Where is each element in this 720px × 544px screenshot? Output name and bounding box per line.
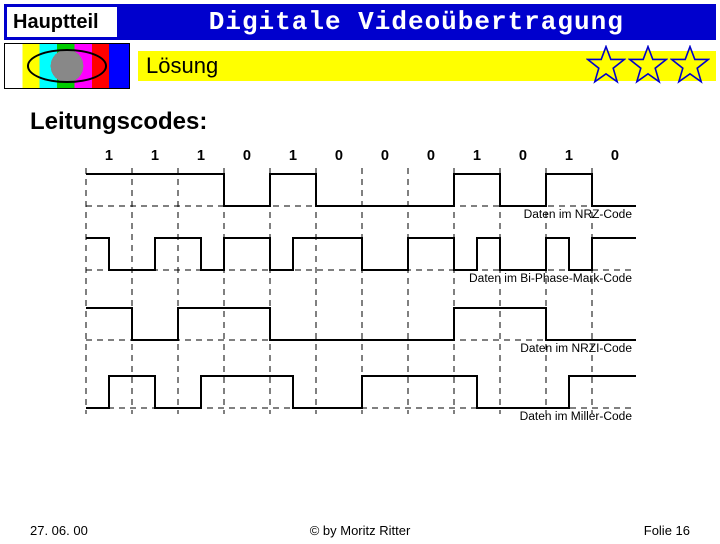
header-bar: Hauptteil Digitale Videoübertragung	[4, 4, 716, 40]
subsection-text: Lösung	[146, 53, 218, 79]
svg-text:1: 1	[565, 148, 573, 164]
svg-text:0: 0	[519, 148, 527, 164]
content-heading: Leitungscodes:	[30, 108, 720, 136]
waveform-svg: 1 1 1 0 1 0 0 0 1 0 1 0 Daten im NRZ-Code Daten im Bi…	[76, 144, 636, 454]
svg-text:0: 0	[611, 148, 619, 164]
svg-text:1: 1	[105, 148, 113, 164]
footer: 27. 06. 00 © by Moritz Ritter Folie 16	[0, 523, 720, 538]
section-label: Hauptteil	[7, 7, 117, 37]
star-icon	[628, 45, 668, 85]
footer-copyright: © by Moritz Ritter	[0, 523, 720, 538]
svg-text:Daten im Miller-Code: Daten im Miller-Code	[520, 409, 633, 423]
difficulty-stars	[586, 45, 710, 85]
subheader-row: Lösung	[4, 44, 716, 88]
svg-text:Daten im NRZ-Code: Daten im NRZ-Code	[524, 207, 633, 221]
svg-text:0: 0	[381, 148, 389, 164]
svg-text:1: 1	[289, 148, 297, 164]
svg-text:0: 0	[335, 148, 343, 164]
subsection-label: Lösung	[138, 51, 716, 81]
svg-text:1: 1	[151, 148, 159, 164]
svg-text:1: 1	[197, 148, 205, 164]
page-title: Digitale Videoübertragung	[117, 7, 716, 37]
svg-text:0: 0	[427, 148, 435, 164]
svg-text:Daten im NRZI-Code: Daten im NRZI-Code	[520, 341, 632, 355]
svg-text:1: 1	[473, 148, 481, 164]
test-pattern-icon	[4, 43, 130, 89]
star-icon	[586, 45, 626, 85]
star-icon	[670, 45, 710, 85]
line-code-chart: 1 1 1 0 1 0 0 0 1 0 1 0 Daten im NRZ-Code Daten im Bi…	[76, 144, 720, 459]
svg-text:0: 0	[243, 148, 251, 164]
svg-text:Daten im Bi-Phase-Mark-Code: Daten im Bi-Phase-Mark-Code	[469, 271, 632, 285]
